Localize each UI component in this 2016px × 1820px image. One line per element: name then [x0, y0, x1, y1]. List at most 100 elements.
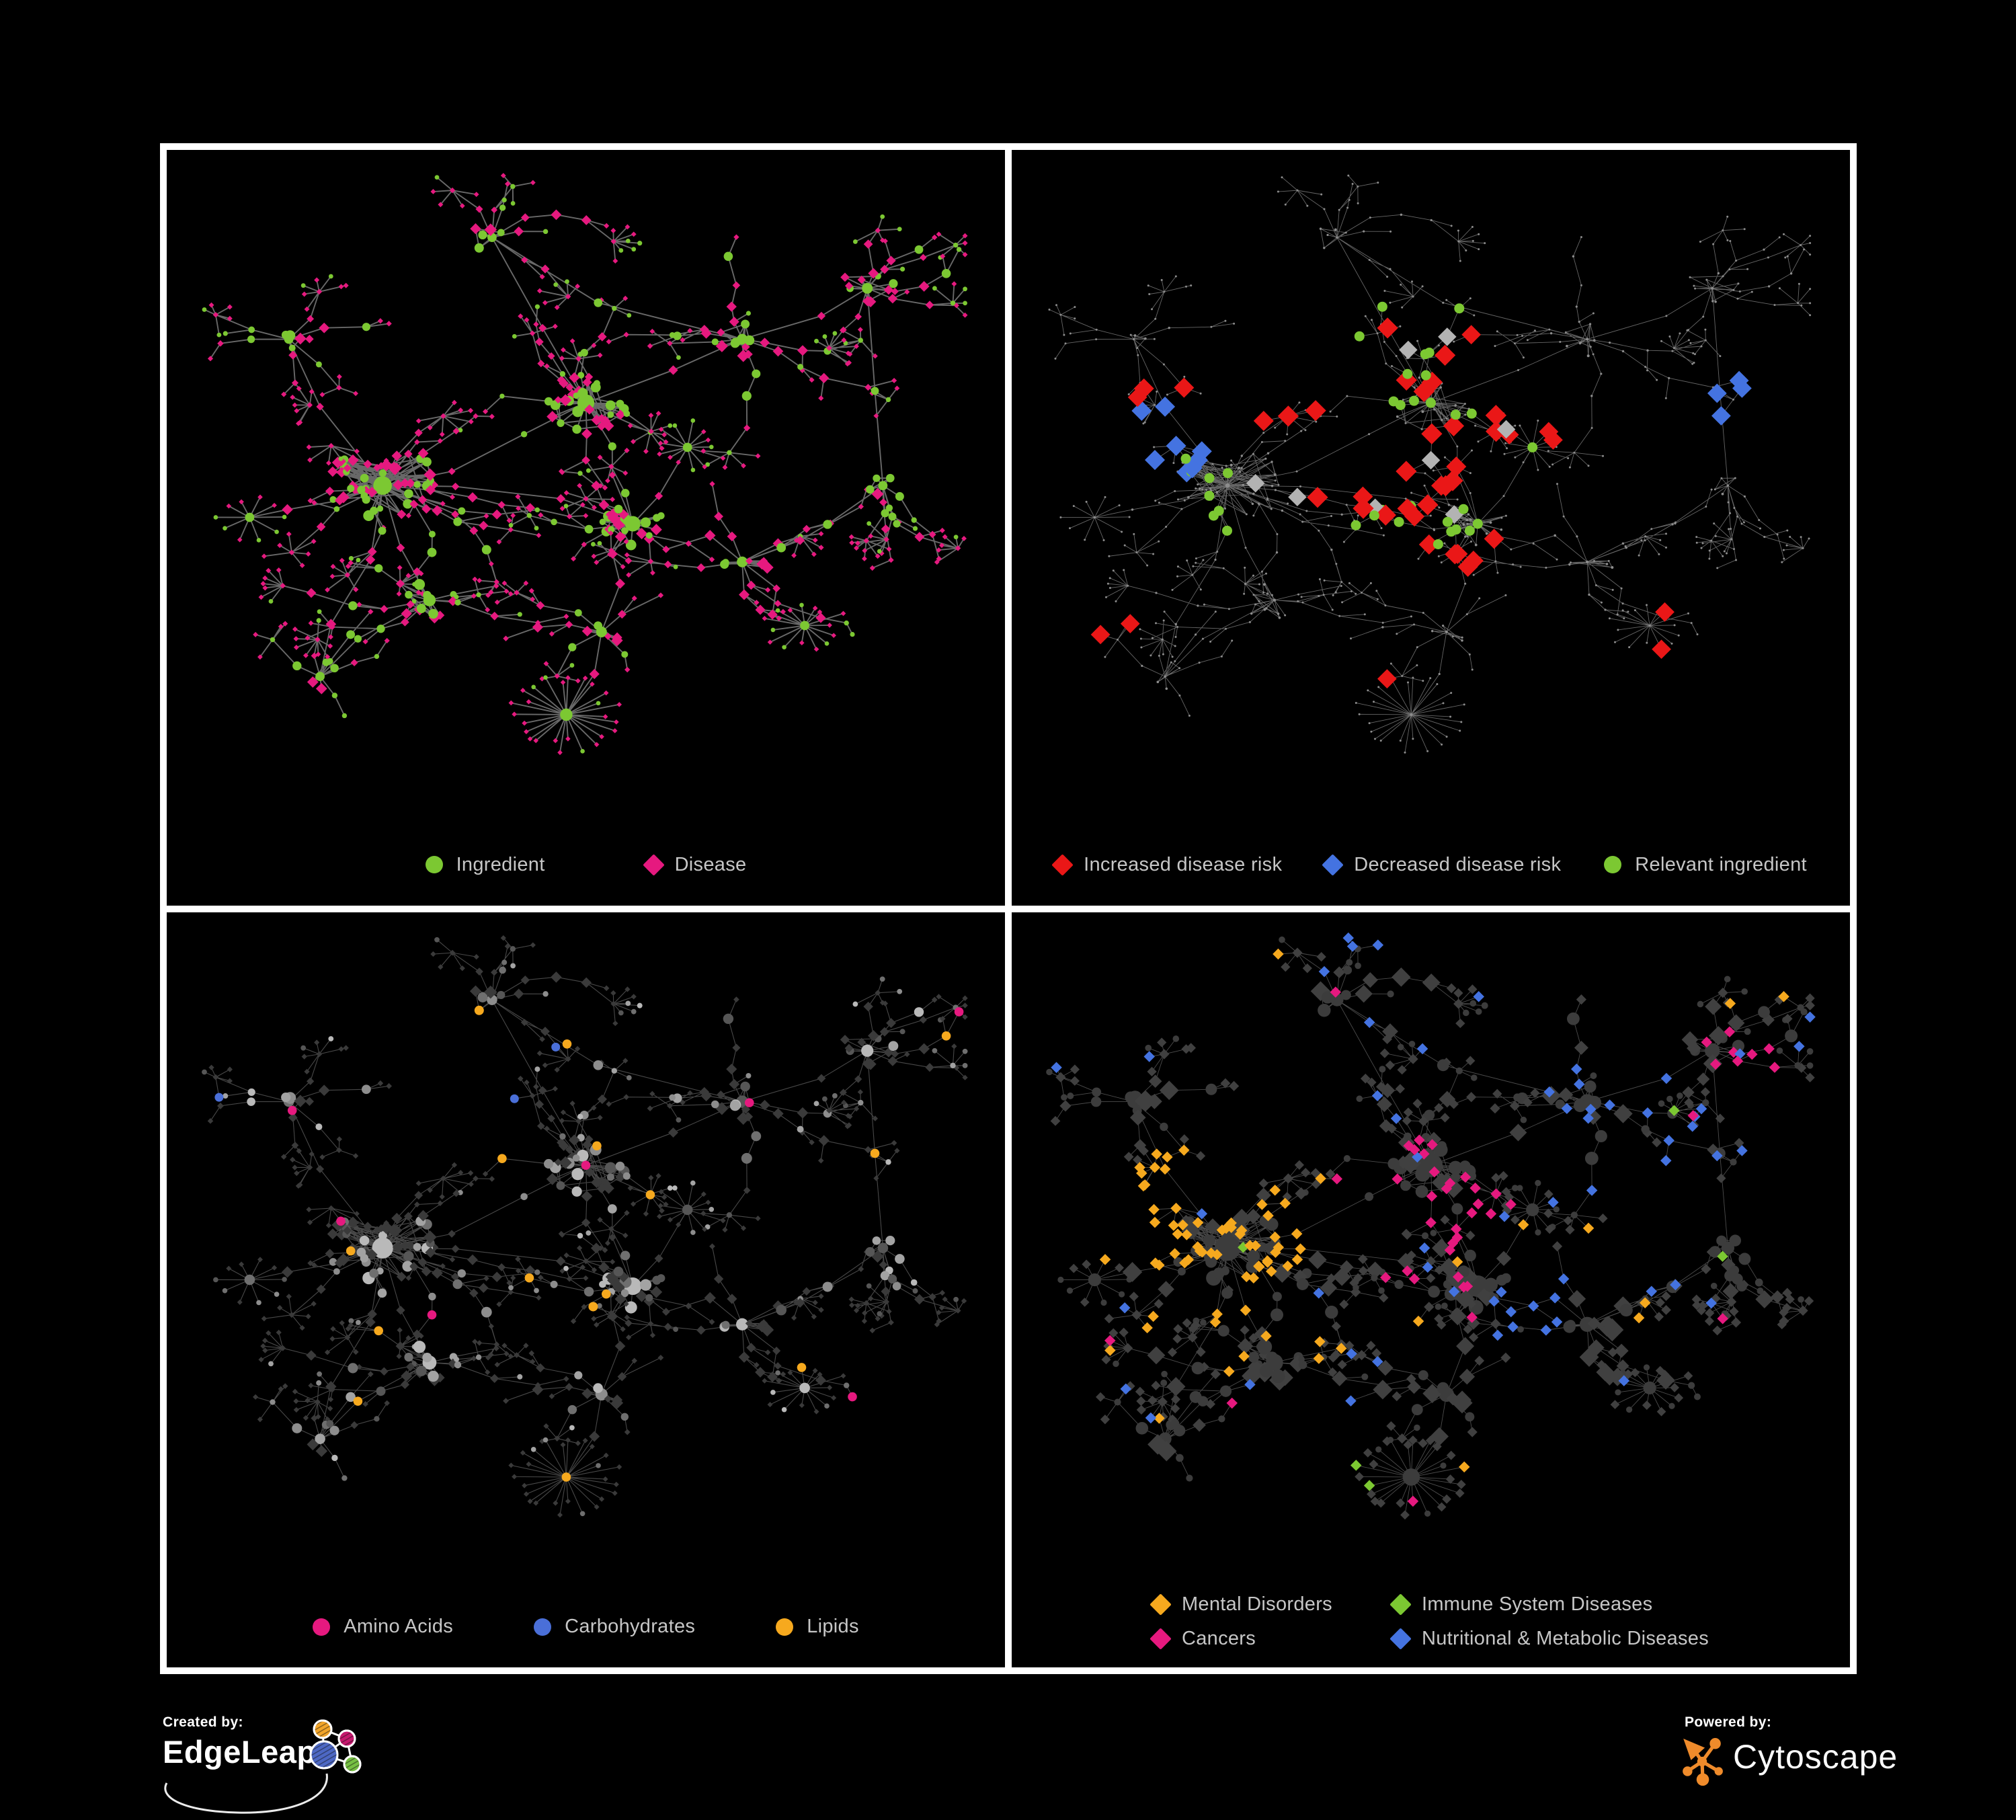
network-node [1410, 491, 1413, 494]
network-node [329, 1335, 335, 1341]
network-node-highlight [1253, 1260, 1264, 1271]
network-node [762, 616, 768, 621]
network-node-highlight [1273, 1241, 1285, 1253]
network-node [514, 988, 524, 999]
network-node [1445, 736, 1448, 738]
network-node [844, 1043, 854, 1052]
network-node [558, 1140, 569, 1151]
network-node [1140, 646, 1143, 649]
network-node [813, 1409, 819, 1415]
network-node [1396, 1498, 1406, 1507]
network-node [281, 330, 290, 340]
network-node [1205, 1398, 1215, 1409]
network-node [1614, 641, 1616, 643]
network-node [419, 590, 426, 596]
network-node [306, 588, 317, 598]
network-node [680, 337, 686, 343]
network-node-highlight [1342, 932, 1354, 943]
network-node [673, 331, 682, 340]
network-node [1808, 537, 1810, 540]
network-node [503, 588, 510, 594]
network-node [1733, 548, 1735, 551]
network-node [868, 1029, 879, 1041]
network-node [534, 1288, 539, 1293]
network-node [781, 1407, 787, 1412]
network-node-highlight [1291, 1228, 1303, 1239]
network-node-highlight [1448, 1285, 1460, 1297]
network-node [799, 602, 804, 608]
network-node [1646, 604, 1648, 606]
network-node [1465, 1055, 1476, 1066]
network-node-highlight [1517, 1218, 1529, 1230]
network-node [1439, 386, 1442, 389]
network-node [624, 666, 631, 673]
network-node [673, 1326, 678, 1332]
network-node [868, 533, 874, 539]
network-node [1387, 1123, 1397, 1134]
network-node-highlight [1396, 461, 1417, 482]
network-node-highlight [1558, 1273, 1570, 1284]
network-node [554, 305, 560, 311]
network-node [425, 485, 436, 496]
network-node [1646, 369, 1648, 372]
network-node [1214, 610, 1217, 613]
network-node [582, 1139, 592, 1150]
network-node [1421, 1232, 1429, 1239]
network-node [762, 1378, 768, 1384]
network-node [1708, 549, 1711, 552]
network-node [963, 301, 967, 306]
network-node [574, 1370, 583, 1380]
network-node [597, 1216, 603, 1222]
network-node [702, 464, 707, 470]
network-node [1108, 577, 1111, 580]
network-node [1682, 1086, 1695, 1099]
network-node [428, 530, 436, 538]
network-node [764, 1349, 771, 1355]
network-node-highlight [353, 1396, 363, 1406]
network-node [852, 1001, 858, 1006]
network-node [1131, 1309, 1142, 1320]
network-node [534, 1066, 540, 1072]
network-node [1440, 1214, 1450, 1224]
network-node [610, 228, 616, 233]
network-node [1172, 1333, 1182, 1343]
network-node [536, 288, 542, 294]
network-node [1519, 424, 1521, 427]
network-node [1735, 559, 1737, 561]
network-node [1176, 575, 1178, 578]
network-node [1426, 750, 1429, 752]
network-node [770, 627, 776, 633]
network-node [291, 1141, 299, 1149]
network-node [811, 551, 817, 557]
network-node [571, 1186, 582, 1197]
network-node [581, 1303, 588, 1310]
network-node [1704, 1316, 1714, 1326]
network-node [1711, 286, 1714, 290]
network-node-highlight [1490, 1187, 1502, 1199]
network-node-highlight [941, 1031, 951, 1041]
network-node [767, 639, 773, 645]
network-node [1136, 1404, 1146, 1415]
network-node [1157, 1396, 1168, 1407]
network-node [673, 564, 678, 569]
network-node [1659, 539, 1662, 541]
network-node [623, 539, 629, 545]
network-node [1293, 1269, 1307, 1284]
network-node [840, 610, 846, 617]
network-node [1115, 1263, 1124, 1273]
network-node [726, 301, 737, 312]
network-node [950, 1062, 956, 1068]
network-node [1215, 491, 1219, 493]
network-node [216, 332, 222, 338]
network-node [1392, 967, 1411, 987]
network-node [536, 1050, 542, 1056]
network-node [1466, 1298, 1476, 1309]
network-node [1701, 1263, 1711, 1274]
network-node [776, 1304, 787, 1315]
network-node [1382, 534, 1385, 537]
network-node [900, 266, 905, 272]
network-node [391, 450, 403, 461]
network-node [1330, 548, 1333, 551]
network-node [1559, 341, 1562, 344]
network-node [918, 1043, 930, 1054]
